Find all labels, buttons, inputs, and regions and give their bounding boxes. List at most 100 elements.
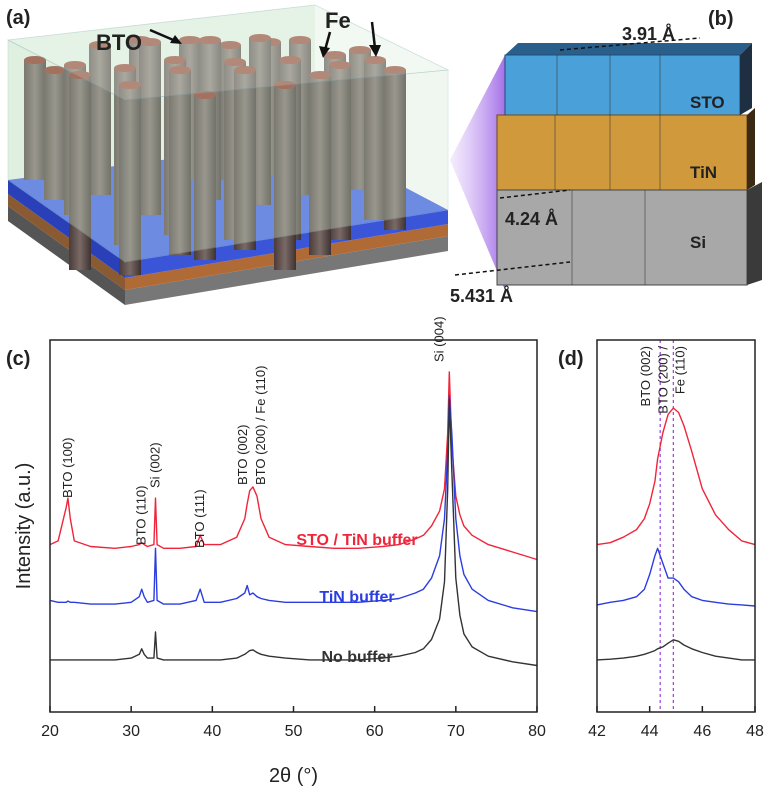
- nanopillar: [194, 95, 216, 260]
- arrow: [323, 31, 332, 51]
- panel-label: (a): [6, 7, 30, 29]
- peak-label: BTO (200) / Fe (110): [253, 366, 268, 485]
- nanopillar-top: [349, 46, 371, 54]
- layer-side: [8, 180, 125, 278]
- spacing-arrow: [454, 261, 571, 276]
- x-tick-label: 30: [122, 723, 140, 740]
- nanopillar-top: [329, 61, 351, 69]
- peak-label: BTO (002): [638, 346, 653, 406]
- series-line: [49, 371, 538, 561]
- nanopillar-top: [169, 66, 191, 74]
- nanopillar-top: [24, 56, 46, 64]
- arrowhead: [369, 45, 381, 57]
- layer-label: Si: [690, 233, 706, 252]
- spacing-label: 4.24 Å: [505, 209, 558, 229]
- nanopillar-top: [64, 61, 86, 69]
- tin-side: [747, 108, 755, 190]
- nanopillar-top: [179, 36, 201, 44]
- spacing-label: 5.431 Å: [450, 286, 513, 306]
- box-face: [7, 39, 126, 263]
- nanopillar-top: [199, 36, 221, 44]
- nanopillar-top: [249, 34, 271, 42]
- nanopillar: [384, 70, 406, 230]
- series-line: [596, 639, 755, 661]
- peak-label: BTO (100): [60, 438, 75, 498]
- nanopillar-top: [279, 56, 301, 64]
- nanopillar-top: [324, 51, 346, 59]
- si-side: [747, 182, 762, 285]
- x-tick-label: 44: [641, 723, 659, 740]
- sto-top: [505, 43, 752, 55]
- x-tick-label: 48: [746, 723, 764, 740]
- x-tick-label: 60: [366, 723, 384, 740]
- nanopillars: [24, 34, 406, 275]
- nanopillar-top: [364, 56, 386, 64]
- series-label: No buffer: [321, 649, 392, 666]
- nanopillar-top: [224, 58, 246, 66]
- si-layer: [496, 189, 748, 286]
- nanopillar: [24, 60, 46, 180]
- nanopillar: [274, 85, 296, 270]
- arrowhead: [170, 35, 182, 44]
- nanopillar-top: [289, 36, 311, 44]
- panel-label: (c): [6, 348, 30, 370]
- tin-layer: [496, 114, 748, 191]
- x-tick-label: 50: [285, 723, 303, 740]
- unit-cells: [554, 55, 661, 285]
- buffer-side: [8, 194, 125, 290]
- substrate-side: [8, 206, 125, 305]
- nanopillar-top: [139, 38, 161, 46]
- nanopillar-top: [114, 64, 136, 72]
- nanopillar-top: [119, 81, 141, 89]
- nanopillar: [169, 70, 191, 255]
- series-label: STO / TiN buffer: [296, 532, 417, 549]
- sto-layer: [504, 54, 741, 116]
- peak-label: BTO (002): [235, 425, 250, 485]
- layer-label: TiN: [690, 163, 717, 182]
- film-schematic: (a) BTO Fe: [6, 4, 450, 305]
- nanopillar-top: [194, 91, 216, 99]
- nanopillar-top: [309, 71, 331, 79]
- nanopillar-top: [219, 41, 241, 49]
- nanopillar-top: [384, 66, 406, 74]
- series-line: [49, 395, 538, 613]
- nanopillar: [44, 70, 66, 200]
- nanopillar: [309, 75, 331, 255]
- arrowhead: [319, 46, 330, 58]
- box-face: [124, 69, 449, 263]
- x-tick-label: 40: [203, 723, 221, 740]
- panel-label: (d): [558, 348, 584, 370]
- series-line: [596, 547, 756, 607]
- box-top: [6, 4, 450, 101]
- arrow: [370, 21, 377, 49]
- series-line: [50, 398, 538, 667]
- peak-label: Fe (110): [672, 346, 687, 394]
- nanopillar-top: [164, 56, 186, 64]
- nanopillar: [329, 65, 351, 240]
- fe-label: Fe: [325, 8, 351, 33]
- nanopillar-top: [89, 41, 111, 49]
- peak-label: BTO (200) /: [655, 346, 670, 414]
- x-tick-label: 46: [693, 723, 711, 740]
- peak-label: Si (004): [431, 316, 446, 362]
- nanopillar: [119, 85, 141, 275]
- nanopillar-top: [44, 66, 66, 74]
- x-tick-label: 70: [447, 723, 465, 740]
- nanopillar-top: [274, 81, 296, 89]
- layer-label: STO: [690, 93, 725, 112]
- nanopillar-top: [69, 71, 91, 79]
- zoom-glow: [450, 55, 505, 290]
- panel-label: (b): [708, 8, 734, 30]
- series-label: TiN buffer: [319, 589, 394, 606]
- series-line: [596, 407, 756, 546]
- peak-label: BTO (111): [192, 489, 207, 548]
- spacing-arrow: [499, 189, 571, 199]
- x-tick-label: 80: [528, 723, 546, 740]
- nanopillar: [89, 45, 111, 195]
- y-axis-label: Intensity (a.u.): [13, 463, 35, 590]
- x-tick-label: 42: [588, 723, 606, 740]
- sto-side: [740, 43, 752, 115]
- x-axis-label: 2θ (°): [269, 765, 318, 787]
